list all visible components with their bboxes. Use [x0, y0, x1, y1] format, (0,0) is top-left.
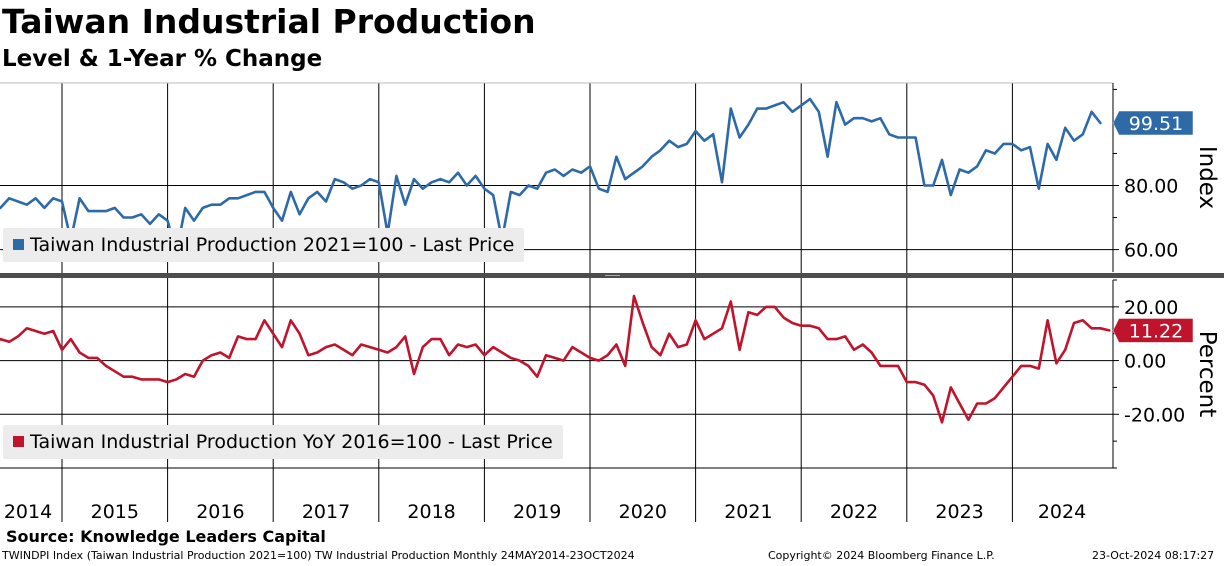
- x-tick-label-2019: 2019: [513, 501, 561, 523]
- x-tick-label-2022: 2022: [830, 501, 878, 523]
- legend-yoy-swatch: [13, 436, 24, 447]
- footer-copyright: Copyright© 2024 Bloomberg Finance L.P.: [768, 549, 995, 562]
- last-value-label-0: 99.51: [1129, 113, 1183, 135]
- y-tick-label-0-1: 60.00: [1124, 240, 1178, 262]
- x-tick-label-2017: 2017: [302, 501, 350, 523]
- x-tick-label-2023: 2023: [935, 501, 983, 523]
- x-tick-label-2020: 2020: [619, 501, 667, 523]
- y-tick-label-1-0: 20.00: [1124, 297, 1178, 319]
- legend-level: Taiwan Industrial Production 2021=100 - …: [3, 228, 525, 262]
- x-tick-label-2015: 2015: [91, 501, 139, 523]
- chart-subtitle: Level & 1-Year % Change: [2, 46, 323, 72]
- x-tick-label-2014: 2014: [4, 501, 52, 523]
- footer-ticker: TWINDPI Index (Taiwan Industrial Product…: [2, 549, 635, 562]
- x-tick-label-2016: 2016: [196, 501, 244, 523]
- last-value-tag-0: [1112, 110, 1194, 136]
- y-tick-label-1-1: 0.00: [1124, 351, 1166, 373]
- chart-title: Taiwan Industrial Production: [2, 2, 536, 41]
- legend-level-label: Taiwan Industrial Production 2021=100 - …: [30, 234, 515, 256]
- footer-timestamp: 23-Oct-2024 08:17:27: [1092, 549, 1215, 562]
- legend-yoy: Taiwan Industrial Production YoY 2016=10…: [3, 425, 563, 459]
- series-line-yoy: [0, 294, 1111, 424]
- last-value-label-1: 11.22: [1129, 320, 1183, 342]
- x-tick-label-2021: 2021: [724, 501, 772, 523]
- source-note: Source: Knowledge Leaders Capital: [6, 527, 326, 546]
- x-tick-label-2024: 2024: [1038, 501, 1086, 523]
- y-tick-label-0-0: 80.00: [1124, 176, 1178, 198]
- legend-level-swatch: [13, 239, 24, 250]
- legend-yoy-label: Taiwan Industrial Production YoY 2016=10…: [30, 431, 553, 453]
- y-axis-title-0: Index: [1194, 146, 1220, 209]
- y-tick-label-1-2: -20.00: [1124, 404, 1185, 426]
- last-value-tag-1: [1112, 318, 1194, 343]
- y-axis-title-1: Percent: [1194, 331, 1220, 418]
- x-tick-label-2018: 2018: [407, 501, 455, 523]
